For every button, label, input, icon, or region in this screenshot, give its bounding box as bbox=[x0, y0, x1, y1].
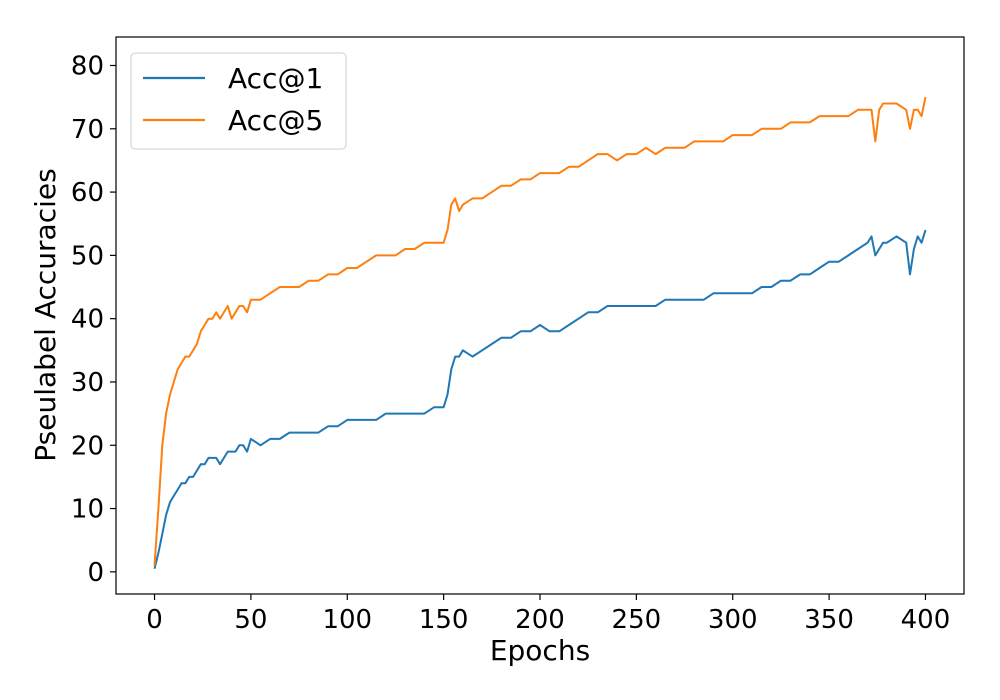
x-tick-label: 50 bbox=[234, 605, 267, 635]
y-tick-label: 10 bbox=[71, 495, 104, 525]
y-tick-label: 70 bbox=[71, 115, 104, 145]
series-line-acc5 bbox=[153, 96, 927, 566]
legend: Acc@1 Acc@5 bbox=[130, 52, 347, 150]
x-tick-label: 400 bbox=[901, 605, 951, 635]
y-axis: 0 10 20 30 40 50 60 70 80 bbox=[71, 51, 116, 588]
x-tick-label: 150 bbox=[419, 605, 469, 635]
y-tick-label: 80 bbox=[71, 51, 104, 81]
y-tick-label: 60 bbox=[71, 178, 104, 208]
x-axis-label: Epochs bbox=[490, 634, 590, 667]
x-tick-label: 0 bbox=[146, 605, 163, 635]
x-tick-label: 300 bbox=[708, 605, 758, 635]
series-layer bbox=[153, 96, 927, 569]
y-tick-label: 30 bbox=[71, 368, 104, 398]
legend-label-acc1: Acc@1 bbox=[228, 62, 323, 95]
x-tick-label: 250 bbox=[612, 605, 662, 635]
y-tick-label: 50 bbox=[71, 241, 104, 271]
y-axis-label: Pseulabel Accuracies bbox=[29, 168, 62, 461]
x-axis: 0 50 100 150 200 250 300 350 400 bbox=[146, 594, 950, 635]
legend-label-acc5: Acc@5 bbox=[228, 104, 323, 137]
series-line-acc1 bbox=[153, 229, 927, 569]
y-tick-label: 20 bbox=[71, 431, 104, 461]
x-tick-label: 200 bbox=[515, 605, 565, 635]
x-tick-label: 350 bbox=[804, 605, 854, 635]
y-tick-label: 40 bbox=[71, 305, 104, 335]
x-tick-label: 100 bbox=[322, 605, 372, 635]
y-tick-label: 0 bbox=[87, 558, 104, 588]
